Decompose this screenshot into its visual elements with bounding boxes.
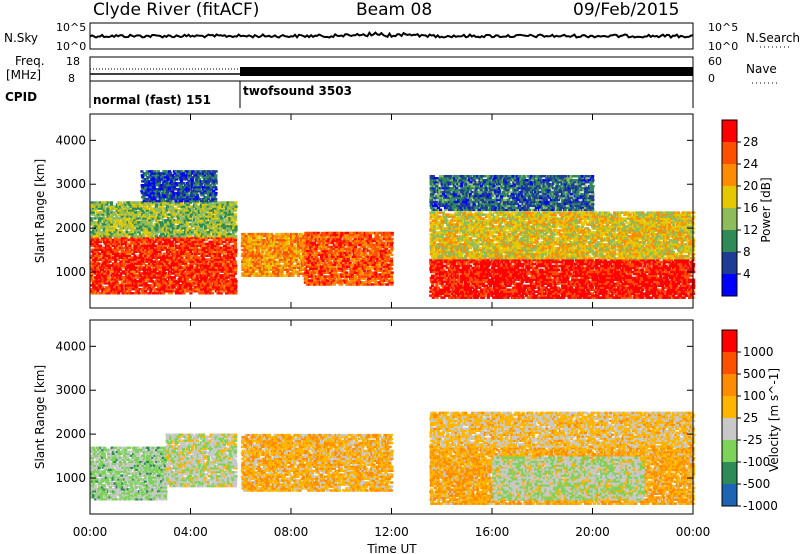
cpid-mode-1: twofsound 3503 (243, 84, 352, 98)
data-cell (211, 292, 214, 295)
freq-nave-trace-twofsound (240, 67, 693, 76)
date-label: 09/Feb/2015 (573, 0, 679, 20)
nsky-tick-top: 10^5 (56, 21, 86, 34)
nsky-tick-bottom: 10^0 (56, 40, 86, 53)
data-cell (391, 232, 394, 235)
nsky-trace (90, 33, 693, 38)
data-cell (390, 238, 393, 241)
data-cell (390, 267, 393, 270)
figure-title: Clyde River (fitACF) (93, 0, 259, 20)
freq-label: Freq. (15, 54, 45, 68)
freq-tick-bottom: 8 (68, 72, 75, 85)
beam-label: Beam 08 (356, 0, 432, 20)
cpid-label: CPID (5, 90, 37, 104)
rti-figure: Clyde River (fitACF) Beam 08 09/Feb/2015… (0, 0, 800, 554)
nave-tick-bottom: 0 (708, 72, 715, 85)
data-cell (163, 253, 166, 256)
nsearch-tick-bottom: 10^0 (708, 40, 738, 53)
nsearch-tick-top: 10^5 (708, 21, 738, 34)
freq-unit-label: [MHz] (6, 68, 41, 82)
nsky-label: N.Sky (4, 31, 38, 45)
power-heatmap (90, 170, 695, 299)
nave-tick-top: 60 (708, 55, 722, 68)
data-cell (98, 253, 101, 256)
data-cell (234, 235, 237, 238)
data-cell (234, 201, 237, 204)
data-cell (234, 213, 237, 216)
data-cell (390, 258, 393, 261)
nsearch-label: N.Search (746, 31, 800, 45)
nave-label: Nave (746, 62, 777, 76)
data-cell (234, 260, 237, 263)
data-cell (371, 283, 374, 286)
cpid-mode-0: normal (fast) 151 (93, 93, 211, 107)
data-cell (234, 223, 237, 226)
data-cell (390, 254, 393, 257)
data-cell (110, 201, 113, 204)
data-cell (97, 262, 100, 265)
data-cell (391, 271, 394, 274)
data-cell (234, 278, 237, 281)
data-cell (297, 261, 300, 264)
freq-tick-top: 18 (66, 55, 80, 68)
